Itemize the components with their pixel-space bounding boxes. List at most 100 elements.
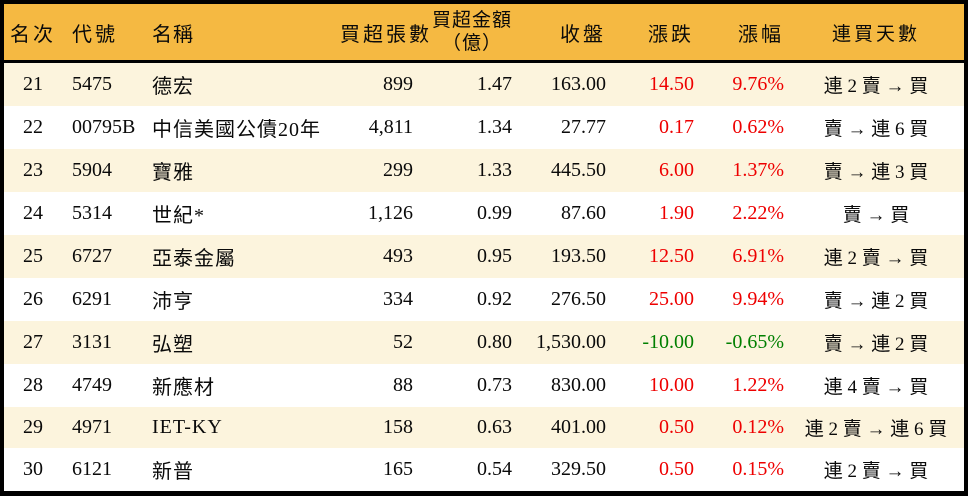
header-amount-lines: 買超金額 （億） — [432, 9, 512, 55]
cell-close: 830.00 — [551, 374, 606, 396]
header-amount: 買超金額 （億） — [416, 9, 516, 55]
header-amount-line2: （億） — [441, 33, 502, 54]
cell-name: 亞泰金屬 — [152, 248, 236, 270]
cell-amount: 0.63 — [477, 416, 512, 438]
table-row: 23 5904 寶雅 299 1.33 445.50 6.00 1.37% 賣 … — [4, 149, 964, 192]
cell-change: 1.90 — [659, 202, 694, 224]
cell-change: 0.50 — [659, 458, 694, 480]
cell-volume: 158 — [383, 416, 413, 438]
cell-volume: 899 — [383, 73, 413, 95]
cell-name: 德宏 — [152, 76, 194, 98]
cell-volume: 88 — [393, 374, 413, 396]
cell-streak: 賣 → 連 2 買 — [823, 291, 929, 312]
table-row: 22 00795B 中信美國公債20年 4,811 1.34 27.77 0.1… — [4, 106, 964, 149]
cell-rank: 29 — [23, 416, 43, 438]
cell-name: 沛亨 — [152, 291, 194, 313]
cell-streak: 連 4 賣 → 買 — [823, 377, 929, 398]
cell-code: 6727 — [72, 245, 112, 267]
header-change: 漲跌 — [648, 23, 694, 46]
cell-change: 12.50 — [649, 245, 694, 267]
cell-amount: 1.34 — [477, 116, 512, 138]
header-close: 收盤 — [560, 23, 606, 46]
cell-volume: 334 — [383, 288, 413, 310]
cell-change: 10.00 — [649, 374, 694, 396]
cell-change-pct: 9.76% — [732, 73, 784, 95]
cell-amount: 0.95 — [477, 245, 512, 267]
table-row: 28 4749 新應材 88 0.73 830.00 10.00 1.22% 連… — [4, 364, 964, 407]
cell-rank: 30 — [23, 458, 43, 480]
cell-rank: 22 — [23, 116, 43, 138]
cell-rank: 26 — [23, 288, 43, 310]
cell-streak: 賣 → 連 2 買 — [823, 334, 929, 355]
cell-change: 0.17 — [659, 116, 694, 138]
cell-amount: 0.73 — [477, 374, 512, 396]
header-rank: 名次 — [10, 23, 56, 46]
cell-volume: 4,811 — [368, 116, 413, 138]
cell-change-pct: 2.22% — [732, 202, 784, 224]
table-row: 26 6291 沛亨 334 0.92 276.50 25.00 9.94% 賣… — [4, 278, 964, 321]
cell-streak: 連 2 賣 → 買 — [823, 248, 929, 269]
header-streak: 連買天數 — [831, 23, 920, 45]
cell-change: 0.50 — [659, 416, 694, 438]
cell-change: 25.00 — [649, 288, 694, 310]
cell-close: 445.50 — [551, 159, 606, 181]
cell-change-pct: -0.65% — [725, 331, 784, 353]
cell-amount: 1.33 — [477, 159, 512, 181]
header-name: 名稱 — [152, 23, 194, 46]
cell-code: 3131 — [72, 331, 112, 353]
cell-code: 00795B — [72, 116, 136, 138]
cell-volume: 299 — [383, 159, 413, 181]
cell-rank: 21 — [23, 73, 43, 95]
header-code: 代號 — [72, 23, 118, 46]
cell-name: 新應材 — [152, 377, 215, 399]
cell-streak: 連 2 賣 → 買 — [823, 461, 929, 482]
cell-volume: 1,126 — [368, 202, 413, 224]
cell-close: 329.50 — [551, 458, 606, 480]
cell-name: 弘塑 — [152, 334, 194, 356]
cell-code: 5904 — [72, 159, 112, 181]
cell-code: 6121 — [72, 458, 112, 480]
cell-rank: 28 — [23, 374, 43, 396]
cell-change-pct: 6.91% — [732, 245, 784, 267]
cell-code: 4749 — [72, 374, 112, 396]
cell-streak: 賣 → 連 3 買 — [823, 162, 929, 183]
cell-close: 27.77 — [561, 116, 606, 138]
cell-close: 163.00 — [551, 73, 606, 95]
cell-rank: 24 — [23, 202, 43, 224]
cell-name: 世紀* — [152, 205, 205, 227]
cell-code: 6291 — [72, 288, 112, 310]
table-header-row: 名次 代號 名稱 買超張數 買超金額 （億） 收盤 漲跌 漲幅 連買天數 — [4, 4, 964, 63]
cell-rank: 23 — [23, 159, 43, 181]
cell-close: 193.50 — [551, 245, 606, 267]
cell-amount: 1.47 — [477, 73, 512, 95]
header-volume: 買超張數 — [340, 23, 432, 46]
cell-change-pct: 1.37% — [732, 159, 784, 181]
header-change-pct: 漲幅 — [738, 23, 784, 46]
cell-volume: 165 — [383, 458, 413, 480]
cell-change: 14.50 — [649, 73, 694, 95]
cell-close: 276.50 — [551, 288, 606, 310]
cell-volume: 493 — [383, 245, 413, 267]
cell-streak: 賣 → 買 — [842, 205, 910, 226]
cell-streak: 連 2 賣 → 買 — [823, 76, 929, 97]
cell-close: 87.60 — [561, 202, 606, 224]
table-row: 30 6121 新普 165 0.54 329.50 0.50 0.15% 連 … — [4, 448, 964, 491]
cell-code: 4971 — [72, 416, 112, 438]
cell-streak: 賣 → 連 6 買 — [823, 119, 929, 140]
cell-volume: 52 — [393, 331, 413, 353]
cell-name: 中信美國公債20年 — [152, 119, 321, 141]
table-row: 24 5314 世紀* 1,126 0.99 87.60 1.90 2.22% … — [4, 192, 964, 235]
table-row: 27 3131 弘塑 52 0.80 1,530.00 -10.00 -0.65… — [4, 321, 964, 364]
table-row: 21 5475 德宏 899 1.47 163.00 14.50 9.76% 連… — [4, 63, 964, 106]
cell-name: 寶雅 — [152, 162, 194, 184]
cell-name: 新普 — [152, 461, 194, 483]
cell-change-pct: 0.12% — [732, 416, 784, 438]
cell-change-pct: 9.94% — [732, 288, 784, 310]
cell-close: 401.00 — [551, 416, 606, 438]
cell-amount: 0.80 — [477, 331, 512, 353]
cell-code: 5475 — [72, 73, 112, 95]
cell-change-pct: 1.22% — [732, 374, 784, 396]
cell-rank: 25 — [23, 245, 43, 267]
cell-amount: 0.92 — [477, 288, 512, 310]
